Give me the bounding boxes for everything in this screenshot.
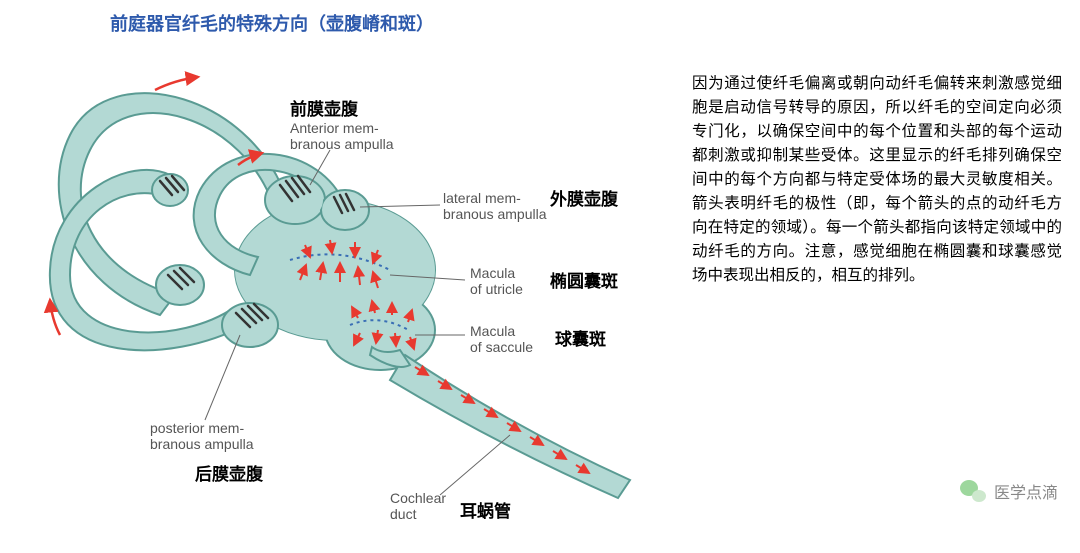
- label-lateral-ampulla-cn: 外膜壶腹: [550, 185, 618, 210]
- wechat-icon: [960, 480, 986, 502]
- label-lateral-ampulla-en: lateral mem-branous ampulla: [443, 190, 547, 222]
- label-posterior-ampulla-cn: 后膜壶腹: [195, 460, 263, 485]
- label-posterior-ampulla-en: posterior mem-branous ampulla: [150, 420, 254, 452]
- label-cochlear-cn: 耳蜗管: [460, 497, 511, 522]
- label-cochlear-en: Cochlearduct: [390, 490, 446, 522]
- label-anterior-ampulla-cn: 前膜壶腹: [290, 95, 358, 120]
- description-text: 因为通过使纤毛偏离或朝向动纤毛偏转来刺激感觉细胞是启动信号转导的原因，所以纤毛的…: [692, 72, 1062, 288]
- watermark: 医学点滴: [960, 479, 1058, 503]
- vestibular-diagram: 前膜壶腹 Anterior mem-branous ampulla latera…: [10, 35, 670, 545]
- label-macula-saccule-cn: 球囊斑: [555, 325, 606, 350]
- label-macula-utricle-en: Maculaof utricle: [470, 265, 523, 297]
- label-macula-saccule-en: Maculaof saccule: [470, 323, 533, 355]
- label-macula-utricle-cn: 椭圆囊斑: [550, 267, 618, 292]
- watermark-text: 医学点滴: [994, 479, 1058, 503]
- label-anterior-ampulla-en: Anterior mem-branous ampulla: [290, 120, 394, 152]
- page-title: 前庭器官纤毛的特殊方向（壶腹嵴和斑）: [110, 10, 434, 36]
